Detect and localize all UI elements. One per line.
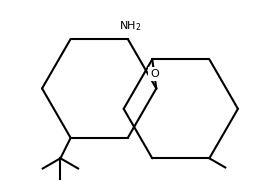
Text: NH$_2$: NH$_2$ (118, 19, 141, 33)
Text: O: O (150, 69, 159, 79)
